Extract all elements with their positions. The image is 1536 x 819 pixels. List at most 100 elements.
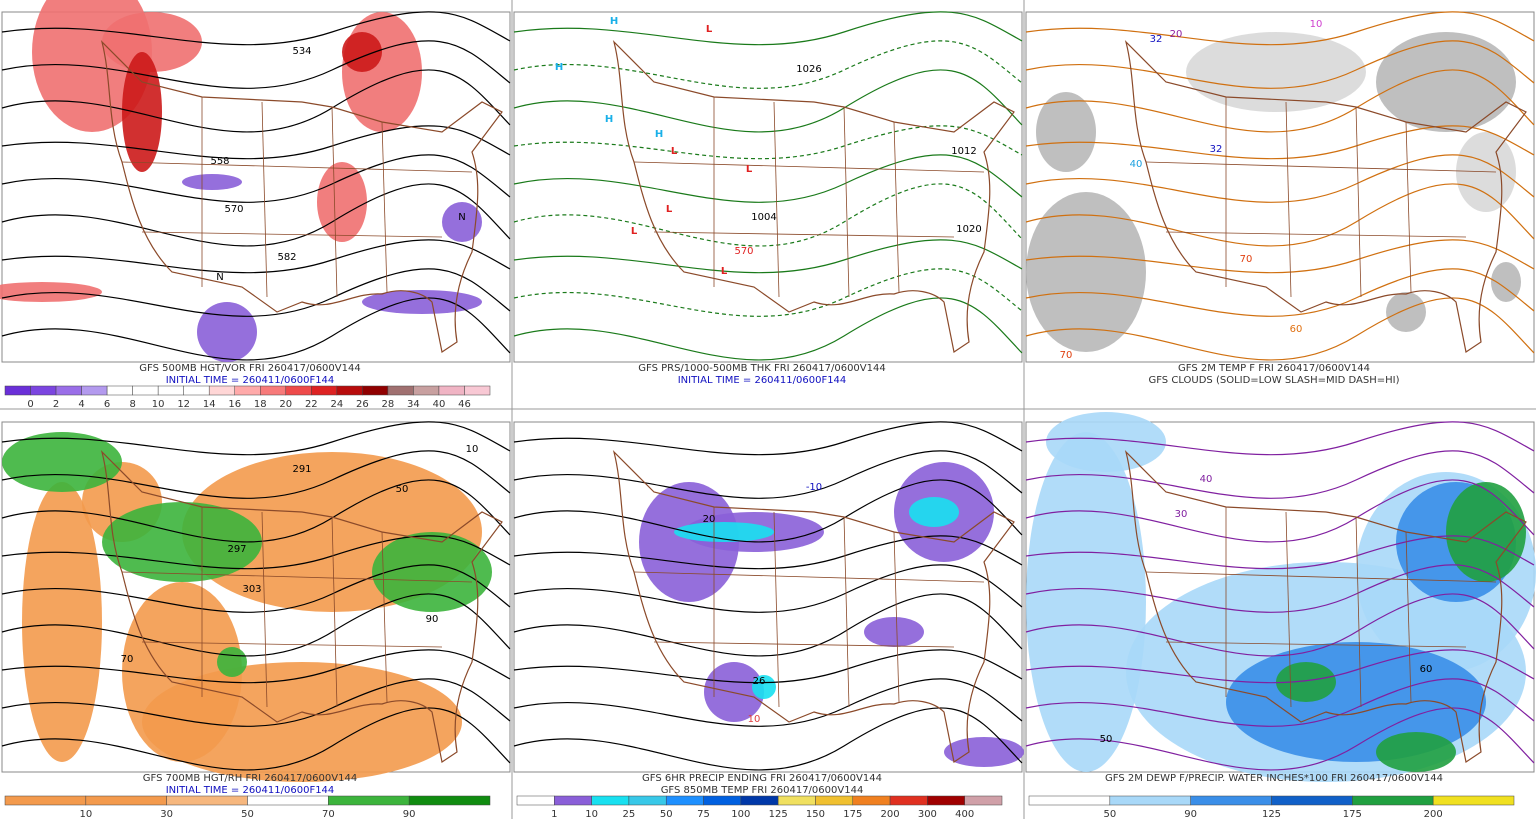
colorbar-label: 100 <box>731 809 750 819</box>
border <box>843 106 850 298</box>
colorbar-swatch <box>815 795 854 806</box>
border <box>1145 571 1497 583</box>
colorbar-label: 22 <box>305 399 318 410</box>
contour <box>513 593 1023 657</box>
contour <box>513 69 1023 133</box>
map-label: 70 <box>1240 254 1253 265</box>
contour <box>1025 564 1535 613</box>
map-label: 297 <box>227 544 246 555</box>
contour <box>1025 154 1535 203</box>
caption: GFS 500MB HGT/VOR FRI 260417/0600V144 <box>139 363 360 374</box>
map-label: 50 <box>396 484 409 495</box>
colorbar-label: 34 <box>407 399 420 410</box>
colorbar-label: 28 <box>382 399 395 410</box>
shaded-area <box>1446 482 1526 582</box>
caption: GFS 2M DEWP F/PRECIP. WATER INCHES*100 F… <box>1105 773 1443 784</box>
caption: INITIAL TIME = 260411/0600F144 <box>166 785 335 796</box>
colorbar-label: 200 <box>1424 809 1443 819</box>
border <box>1145 161 1497 173</box>
colorbar-swatch <box>311 385 338 396</box>
colorbar-swatch <box>413 385 440 396</box>
colorbar-swatch <box>208 385 235 396</box>
colorbar-swatch <box>81 385 108 396</box>
contour <box>1 154 511 203</box>
colorbar-swatch <box>387 385 414 396</box>
contour <box>513 479 1023 543</box>
colorbar-swatch <box>1109 795 1191 806</box>
caption: GFS PRS/1000-500MB THK FRI 260417/0600V1… <box>638 363 885 374</box>
shaded-area <box>1026 432 1146 772</box>
map-label: 10 <box>748 714 761 725</box>
contour <box>1 125 511 160</box>
map-label: L <box>746 164 753 175</box>
colorbar-label: 50 <box>241 809 254 819</box>
border <box>653 231 955 238</box>
colorbar-label: 4 <box>78 399 84 410</box>
colorbar-swatch <box>628 795 667 806</box>
contour <box>1025 678 1535 727</box>
colorbar-label: 10 <box>585 809 598 819</box>
map-label: 1012 <box>951 146 976 157</box>
map-label: 291 <box>292 464 311 475</box>
panel: 30 40 50 60 GFS 2M DEWP F/PRECIP. WATER INCH… <box>1025 412 1536 819</box>
colorbar-label: 125 <box>769 809 788 819</box>
contour <box>1 69 511 133</box>
map-label: -10 <box>806 482 822 493</box>
border <box>141 231 443 238</box>
colorbar-label: 18 <box>254 399 267 410</box>
contour <box>1025 421 1535 456</box>
colorbar-swatch <box>554 795 592 806</box>
border <box>261 101 268 298</box>
map-label: 1026 <box>796 64 821 75</box>
map-label: 558 <box>210 156 229 167</box>
contour <box>513 564 1023 613</box>
colorbar-swatch <box>964 795 1003 806</box>
shaded-area <box>122 52 162 172</box>
border <box>633 161 985 173</box>
shaded-area <box>317 162 367 242</box>
colorbar-swatch <box>1028 795 1111 806</box>
contour <box>513 421 1023 456</box>
contour <box>1025 268 1535 317</box>
contour <box>1 450 511 499</box>
panel: 20 26 -10 10 GFS 6HR PRECIP ENDING FRI 26041… <box>513 421 1024 819</box>
map-label: 50 <box>1100 734 1113 745</box>
contour <box>513 297 1023 361</box>
border <box>1165 641 1467 648</box>
caption: GFS CLOUDS (SOLID=LOW SLASH=MID DASH=HI) <box>1148 375 1399 386</box>
shaded-area <box>1376 732 1456 772</box>
colorbar-swatch <box>1271 795 1353 806</box>
shaded-area <box>182 174 242 190</box>
colorbar-swatch <box>328 795 410 806</box>
shaded-area <box>1186 32 1366 112</box>
shaded-area <box>122 582 242 762</box>
colorbar-label: 2 <box>53 399 59 410</box>
border <box>121 571 473 583</box>
contour <box>513 450 1023 499</box>
contour <box>1025 479 1535 543</box>
border <box>1405 121 1412 293</box>
map-label: 30 <box>1175 509 1188 520</box>
caption: GFS 6HR PRECIP ENDING FRI 260417/0600V14… <box>642 773 882 784</box>
colorbar-swatch <box>362 385 389 396</box>
border <box>633 571 985 583</box>
colorbar-label: 8 <box>129 399 135 410</box>
map-label: H <box>655 129 663 140</box>
contour <box>1 564 511 613</box>
colorbar-swatch <box>132 385 159 396</box>
contour <box>513 154 1023 203</box>
colorbar-label: 10 <box>152 399 165 410</box>
contour <box>513 11 1023 46</box>
colorbar-swatch <box>260 385 287 396</box>
colorbar-label: 90 <box>403 809 416 819</box>
map-label: L <box>671 146 678 157</box>
shaded-area <box>752 675 776 699</box>
map-label: H <box>555 62 563 73</box>
shaded-area <box>704 662 764 722</box>
contour <box>1 535 511 570</box>
shaded-area <box>674 522 774 542</box>
border <box>653 641 955 648</box>
colorbar-label: 6 <box>104 399 110 410</box>
colorbar-label: 46 <box>458 399 471 410</box>
